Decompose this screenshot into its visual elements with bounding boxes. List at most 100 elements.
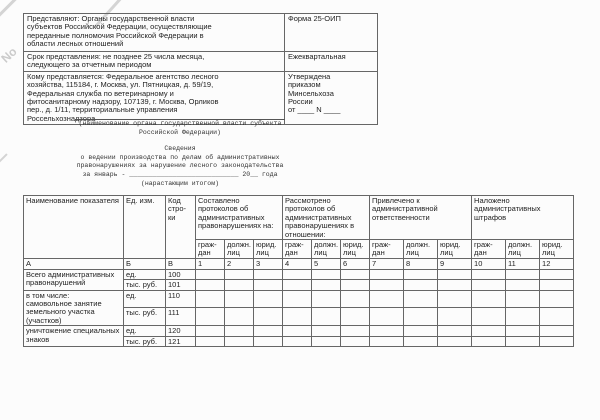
indicator-name: Всего административных правонарушений [23,268,124,291]
data-cell [403,325,439,337]
data-cell [224,335,254,348]
data-cell [471,279,507,291]
subcol-header: должн. лиц [505,239,541,259]
data-cell [282,289,313,309]
col-number: 5 [311,257,342,270]
data-cell [437,268,473,281]
table-row: Наименование показателя Ед. изм. Код стр… [23,194,575,259]
col-number: 4 [282,257,313,270]
report-table: Наименование показателя Ед. изм. Код стр… [23,194,575,348]
data-cell [252,279,284,291]
data-cell [195,268,225,281]
unit-cell: тыс. руб. [123,279,166,291]
title-block: (наименование органа государственной вла… [0,115,360,188]
data-cell [252,335,284,348]
data-cell [505,268,541,281]
data-cell [195,307,225,327]
subcol-header: должн. лиц [224,239,254,259]
data-cell [369,335,405,348]
table-row: Срок представления: не позднее 25 числа … [23,51,378,72]
data-cell [437,335,473,348]
recipient-text: Кому представляется: Федеральное агентст… [27,71,219,123]
subcol-header: граж-дан [282,239,313,259]
data-cell [340,307,371,327]
data-cell [195,279,225,291]
data-cell [471,335,507,348]
col-number: 11 [505,257,541,270]
data-cell [311,289,342,309]
unit-cell: ед. [123,325,166,337]
report-title-line: о ведении производства по делам об админ… [80,153,280,161]
group-header-protocols-reviewed: Рассмотрено протоколов об административн… [282,194,371,241]
table-row: тыс. руб. 121 [24,335,575,348]
data-cell [369,289,405,309]
data-cell [437,279,473,291]
data-cell [311,307,342,327]
periodicity-cell: Ежеквартальная [284,51,378,72]
data-cell [369,307,405,327]
data-cell [340,325,371,337]
org-caption-line: (наименование органа государственной вла… [78,120,282,127]
unit-cell: ед. [123,268,166,281]
data-cell [539,289,575,309]
table-row: А Б В 1 2 3 4 5 6 7 8 9 10 11 12 [23,257,575,270]
org-name-blank-line [75,119,285,120]
col-header-name: Наименование показателя [23,195,124,259]
data-cell [437,307,473,327]
subcol-header: граж-дан [195,239,225,259]
form-header-box: Представляют: Органы государственной вла… [23,13,378,126]
data-cell [403,307,439,327]
data-cell [282,335,313,348]
col-number: 1 [195,257,225,270]
subcol-header: граж-дан [369,239,405,259]
watermark-text: No [0,44,20,66]
data-cell [252,289,284,309]
col-number: 10 [471,257,507,270]
data-cell [369,268,405,281]
data-cell [505,335,541,348]
data-cell [539,335,575,348]
code-cell: 120 [165,325,196,337]
code-cell: 121 [165,335,196,348]
data-cell [311,268,342,281]
data-cell [369,279,405,291]
data-cell [471,325,507,337]
data-cell [340,279,371,291]
data-cell [539,325,575,337]
code-cell: 110 [165,289,196,309]
data-cell [539,279,575,291]
report-title: Сведения [164,145,196,153]
col-number: 2 [224,257,254,270]
data-cell [224,307,254,327]
data-cell [195,335,225,348]
col-letter: Б [123,257,166,270]
table-row: Представляют: Органы государственной вла… [23,13,378,52]
col-header-code: Код стро-ки [165,195,196,259]
deadline-cell: Срок представления: не позднее 25 числа … [23,51,285,72]
data-cell [311,335,342,348]
col-number: 6 [340,257,371,270]
data-cell [403,335,439,348]
watermark-stroke [0,0,23,19]
data-cell [224,289,254,309]
data-cell [195,325,225,337]
submitters-cell: Представляют: Органы государственной вла… [23,13,285,52]
indicator-name: уничтожение специальных знаков [23,325,124,348]
subcol-header: должн. лиц [311,239,342,259]
data-cell [403,279,439,291]
org-caption-line: Российской Федерации) [139,128,221,136]
data-cell [282,279,313,291]
col-number: 7 [369,257,405,270]
data-cell [471,289,507,309]
group-header-held-liable: Привлечено к административной ответствен… [369,194,473,241]
table-row: граж-дан должн. лиц юрид. лиц граж-дан д… [24,239,575,259]
subcol-header: юрид. лиц [252,239,284,259]
indicator-name: в том числе: самовольное занятие земельн… [23,289,124,327]
table-row: в том числе: самовольное занятие земельн… [23,289,575,327]
deadline-text: Срок представления: не позднее 25 числа … [27,52,205,70]
approval-cell: Утверждена приказом Минсельхоза России о… [284,70,378,126]
data-cell [282,307,313,327]
data-cell [403,289,439,309]
report-title-line: правонарушениях за нарушение лесного зак… [76,162,284,170]
data-cell [539,307,575,327]
